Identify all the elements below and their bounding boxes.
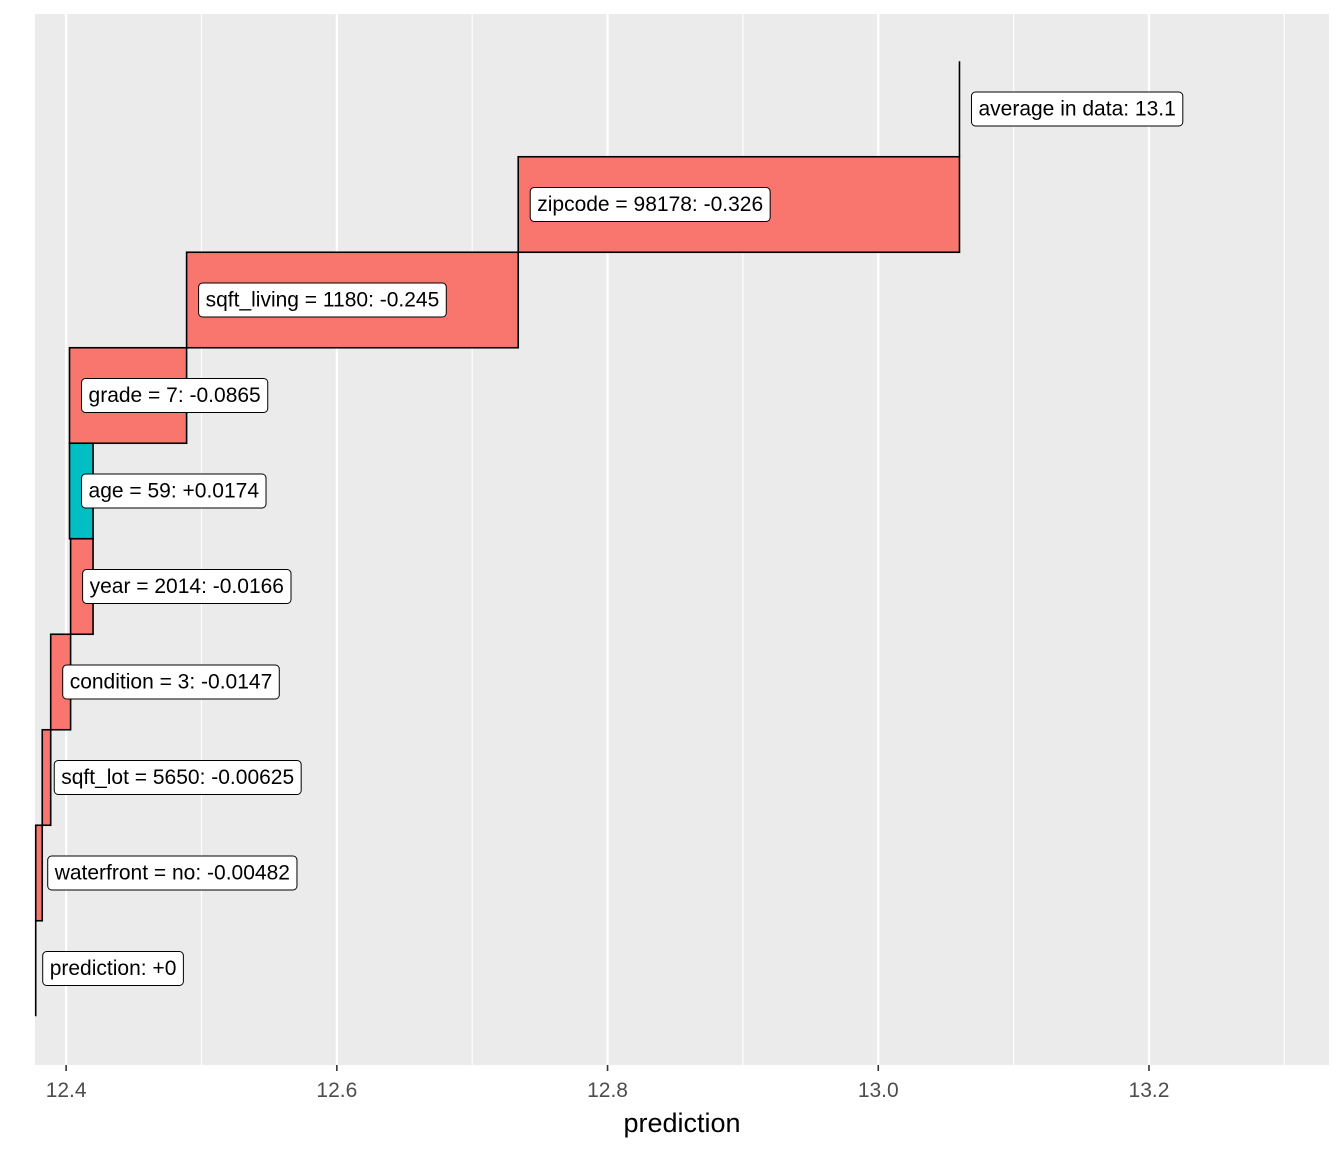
waterfall-bars — [34, 61, 961, 1017]
label-text: year = 2014: -0.0166 — [90, 575, 284, 598]
x-tick-label: 12.8 — [587, 1079, 628, 1102]
label-zipcode: zipcode = 98178: -0.326 — [529, 187, 771, 222]
bar-waterfront — [34, 824, 44, 922]
label-text: condition = 3: -0.0147 — [70, 671, 273, 694]
label-box — [53, 760, 302, 795]
label-box — [970, 91, 1184, 127]
label-sqft-living: sqft_living = 1180: -0.245 — [198, 282, 447, 318]
label-box — [198, 282, 447, 318]
label-sqft-lot: sqft_lot = 5650: -0.00625 — [53, 760, 302, 795]
label-text: grade = 7: -0.0865 — [89, 384, 261, 407]
x-tick-label: 13.2 — [1129, 1079, 1170, 1102]
x-axis-ticks: 12.4 12.6 12.8 13.0 13.2 — [46, 1065, 1170, 1102]
label-year: year = 2014: -0.0166 — [82, 569, 292, 604]
bar-labels: average in data: 13.1 zipcode = 98178: -0… — [42, 91, 1184, 986]
bar-sqft-lot — [41, 728, 52, 827]
label-text: waterfront = no: -0.00482 — [54, 862, 290, 885]
label-box — [62, 664, 280, 700]
label-text: zipcode = 98178: -0.326 — [537, 193, 763, 216]
label-age: age = 59: +0.0174 — [81, 473, 267, 509]
start-label: average in data: 13.1 — [970, 91, 1184, 127]
x-tick-label: 12.6 — [316, 1079, 357, 1102]
x-tick-label: 12.4 — [46, 1079, 87, 1102]
x-axis-title: prediction — [623, 1108, 740, 1138]
label-box — [529, 187, 771, 222]
label-box — [81, 378, 269, 413]
prediction-label: prediction: +0 — [42, 951, 184, 986]
label-box — [42, 951, 184, 986]
x-tick-label: 13.0 — [858, 1079, 899, 1102]
label-grade: grade = 7: -0.0865 — [81, 378, 269, 413]
label-text: sqft_living = 1180: -0.245 — [206, 289, 440, 312]
label-waterfront: waterfront = no: -0.00482 — [47, 855, 298, 891]
label-text: prediction: +0 — [50, 957, 177, 980]
label-condition: condition = 3: -0.0147 — [62, 664, 280, 700]
label-text: age = 59: +0.0174 — [89, 480, 260, 503]
label-text: average in data: 13.1 — [978, 98, 1175, 121]
label-text: sqft_lot = 5650: -0.00625 — [61, 766, 294, 789]
label-box — [47, 855, 298, 891]
label-box — [82, 569, 292, 604]
label-box — [81, 473, 267, 509]
